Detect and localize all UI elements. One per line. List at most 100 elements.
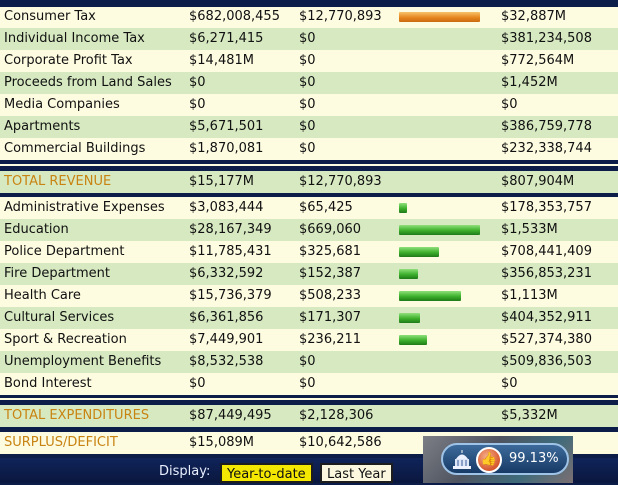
row-total: $404,352,911 bbox=[501, 310, 592, 325]
expense-row: Bond Interest $0 $0 $0 bbox=[0, 373, 618, 395]
row-month: $65,425 bbox=[299, 200, 353, 215]
total-expenditures-label: TOTAL EXPENDITURES bbox=[4, 408, 150, 423]
row-total: $527,374,380 bbox=[501, 332, 592, 347]
revenue-row: Commercial Buildings $1,870,081 $0 $232,338… bbox=[0, 138, 618, 160]
surplus-deficit-month: $10,642,586 bbox=[299, 435, 382, 450]
row-label: Sport & Recreation bbox=[4, 332, 127, 347]
last-year-button[interactable]: Last Year bbox=[320, 463, 393, 483]
revenue-divider-lower bbox=[0, 166, 618, 170]
expense-row: Unemployment Benefits $8,532,538 $0 $509,83… bbox=[0, 351, 618, 373]
year-to-date-button[interactable]: Year-to-date bbox=[220, 463, 313, 483]
revenue-row: Corporate Profit Tax $14,481M $0 $772,564M bbox=[0, 50, 618, 72]
total-expenditures-divider bbox=[0, 428, 618, 431]
row-month: $0 bbox=[299, 354, 316, 369]
row-label: Consumer Tax bbox=[4, 9, 96, 24]
expense-row: Sport & Recreation $7,449,901 $236,211 $527… bbox=[0, 329, 618, 351]
row-label: Bond Interest bbox=[4, 376, 92, 391]
row-month: $0 bbox=[299, 53, 316, 68]
row-ytd: $3,083,444 bbox=[189, 200, 264, 215]
row-total: $772,564M bbox=[501, 53, 575, 68]
expense-row: Fire Department $6,332,592 $152,387 $356,85… bbox=[0, 263, 618, 285]
row-month: $669,060 bbox=[299, 222, 362, 237]
row-bar bbox=[399, 291, 461, 301]
row-label: Media Companies bbox=[4, 97, 120, 112]
row-label: Proceeds from Land Sales bbox=[4, 75, 172, 90]
thumbs-up-icon: 👍 bbox=[476, 447, 502, 473]
revenue-row: Media Companies $0 $0 $0 bbox=[0, 94, 618, 116]
row-ytd: $6,332,592 bbox=[189, 266, 264, 281]
row-bar bbox=[399, 203, 407, 213]
row-ytd: $14,481M bbox=[189, 53, 254, 68]
expense-row: Cultural Services $6,361,856 $171,307 $404,… bbox=[0, 307, 618, 329]
expense-row: Administrative Expenses $3,083,444 $65,425… bbox=[0, 197, 618, 219]
row-month: $171,307 bbox=[299, 310, 362, 325]
row-ytd: $8,532,538 bbox=[189, 354, 264, 369]
row-label: Individual Income Tax bbox=[4, 31, 145, 46]
row-label: Unemployment Benefits bbox=[4, 354, 162, 369]
revenue-row: Individual Income Tax $6,271,415 $0 $381,23… bbox=[0, 28, 618, 50]
top-border bbox=[0, 3, 618, 7]
row-bar bbox=[399, 269, 418, 279]
row-total: $381,234,508 bbox=[501, 31, 592, 46]
surplus-deficit-ytd: $15,089M bbox=[189, 435, 254, 450]
total-revenue-label: TOTAL REVENUE bbox=[4, 174, 112, 189]
row-total: $1,452M bbox=[501, 75, 558, 90]
row-month: $325,681 bbox=[299, 244, 362, 259]
row-label: Administrative Expenses bbox=[4, 200, 165, 215]
row-total: $356,853,231 bbox=[501, 266, 592, 281]
revenue-row: Consumer Tax $682,008,455 $12,770,893 $32,8… bbox=[0, 6, 618, 28]
row-label: Apartments bbox=[4, 119, 81, 134]
total-revenue-total: $807,904M bbox=[501, 174, 575, 189]
total-revenue-divider bbox=[0, 193, 618, 197]
row-total: $708,441,409 bbox=[501, 244, 592, 259]
approval-rating-value: 99.13% bbox=[509, 451, 559, 466]
revenue-divider bbox=[0, 160, 618, 164]
row-ytd: $6,271,415 bbox=[189, 31, 264, 46]
row-total: $232,338,744 bbox=[501, 141, 592, 156]
row-label: Education bbox=[4, 222, 69, 237]
row-ytd: $15,736,379 bbox=[189, 288, 272, 303]
row-total: $178,353,757 bbox=[501, 200, 592, 215]
row-ytd: $0 bbox=[189, 376, 206, 391]
total-revenue-month: $12,770,893 bbox=[299, 174, 382, 189]
row-ytd: $28,167,349 bbox=[189, 222, 272, 237]
approval-pill: 👍 99.13% bbox=[441, 443, 569, 475]
revenue-divider-highlight bbox=[0, 164, 618, 166]
row-ytd: $11,785,431 bbox=[189, 244, 272, 259]
row-ytd: $0 bbox=[189, 75, 206, 90]
row-ytd: $0 bbox=[189, 97, 206, 112]
row-label: Health Care bbox=[4, 288, 81, 303]
row-total: $509,836,503 bbox=[501, 354, 592, 369]
total-expenditures-ytd: $87,449,495 bbox=[189, 408, 272, 423]
row-ytd: $682,008,455 bbox=[189, 9, 280, 24]
row-month: $0 bbox=[299, 119, 316, 134]
row-month: $152,387 bbox=[299, 266, 362, 281]
approval-rating-widget[interactable]: 👍 99.13% bbox=[423, 436, 573, 483]
row-ytd: $5,671,501 bbox=[189, 119, 264, 134]
row-month: $0 bbox=[299, 97, 316, 112]
row-bar bbox=[399, 247, 439, 257]
total-expenditures-row: TOTAL EXPENDITURES $87,449,495 $2,128,30… bbox=[0, 405, 618, 427]
row-total: $1,533M bbox=[501, 222, 558, 237]
row-month: $236,211 bbox=[299, 332, 362, 347]
total-revenue-ytd: $15,177M bbox=[189, 174, 254, 189]
row-label: Corporate Profit Tax bbox=[4, 53, 133, 68]
expense-row: Education $28,167,349 $669,060 $1,533M bbox=[0, 219, 618, 241]
row-bar bbox=[399, 12, 480, 22]
row-ytd: $7,449,901 bbox=[189, 332, 264, 347]
row-ytd: $6,361,856 bbox=[189, 310, 264, 325]
row-total: $0 bbox=[501, 376, 518, 391]
row-month: $508,233 bbox=[299, 288, 362, 303]
row-label: Police Department bbox=[4, 244, 125, 259]
surplus-deficit-label: SURPLUS/DEFICIT bbox=[4, 435, 118, 450]
row-total: $1,113M bbox=[501, 288, 558, 303]
expense-row: Police Department $11,785,431 $325,681 $708… bbox=[0, 241, 618, 263]
row-total: $32,887M bbox=[501, 9, 566, 24]
row-label: Fire Department bbox=[4, 266, 110, 281]
row-bar bbox=[399, 313, 420, 323]
expense-row: Health Care $15,736,379 $508,233 $1,113M bbox=[0, 285, 618, 307]
row-bar bbox=[399, 335, 427, 345]
row-month: $0 bbox=[299, 376, 316, 391]
row-total: $0 bbox=[501, 97, 518, 112]
